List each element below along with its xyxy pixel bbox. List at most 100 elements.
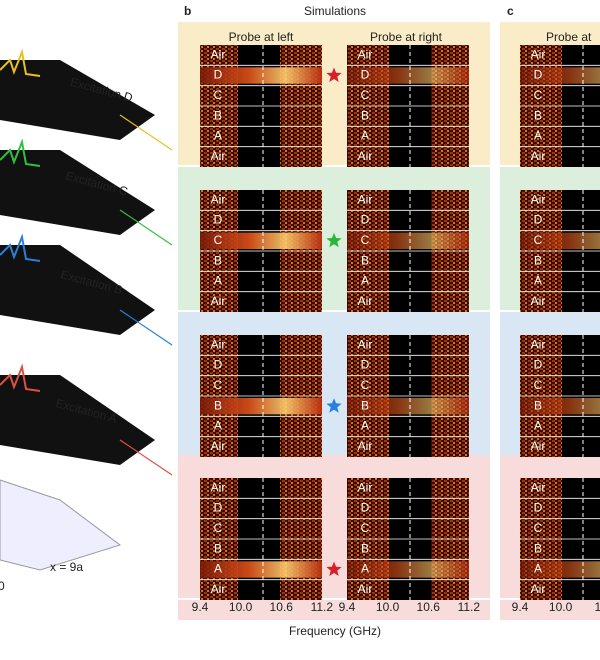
layer-name: B (214, 253, 222, 267)
layer-name: D (534, 358, 543, 372)
layer-name: A (534, 562, 542, 576)
layer-name: B (534, 541, 542, 555)
panel-label: c (507, 4, 514, 18)
layer-name: Air (211, 192, 226, 206)
axis-label: 0 (0, 579, 5, 593)
spectrum (0, 48, 41, 77)
panel-title: Simulations (304, 4, 366, 18)
layer-name: C (534, 521, 543, 535)
layer-name: D (361, 501, 370, 515)
layer-name: Air (358, 582, 373, 596)
star (326, 67, 342, 82)
excited-band (347, 398, 469, 415)
x-tick-label: 9.4 (512, 600, 529, 614)
row-bg-bottom (500, 600, 600, 620)
layer-name: A (534, 129, 542, 143)
layer-name: A (361, 562, 369, 576)
x-tick-label: 10.0 (229, 600, 253, 614)
x-tick-label: 9.4 (339, 600, 356, 614)
x-tick-label: 11.2 (311, 600, 334, 614)
x-tick-label: 10.0 (549, 600, 573, 614)
layer-name: C (214, 378, 223, 392)
layer-name: A (214, 419, 222, 433)
layer-name: A (214, 129, 222, 143)
layer-name: D (214, 213, 223, 227)
layer-name: Air (211, 582, 226, 596)
x-tick-label: 10.0 (376, 600, 400, 614)
excited-band (520, 398, 600, 415)
x-tick-label: 10.6 (417, 600, 441, 614)
layer-name: B (361, 541, 369, 555)
layer-name: Air (358, 337, 373, 351)
layer-name: A (534, 274, 542, 288)
star (326, 232, 342, 248)
layer-name: Air (211, 47, 226, 61)
layer-name: B (361, 108, 369, 122)
excited-band (200, 398, 322, 415)
layer-name: D (534, 213, 543, 227)
layer-name: C (214, 88, 223, 102)
layer-name: Air (211, 439, 226, 453)
layer-plane (0, 150, 155, 235)
layer-name: C (534, 378, 543, 392)
leader (119, 114, 173, 151)
layer-name: C (214, 521, 223, 535)
layer-name: A (361, 274, 369, 288)
star (326, 561, 342, 576)
excited-band (520, 561, 600, 578)
layer-name: A (534, 419, 542, 433)
layer-name: B (361, 253, 369, 267)
layer-name: B (214, 398, 222, 412)
layer-name: Air (531, 47, 546, 61)
excited-band (520, 232, 600, 249)
layer-name: Air (211, 480, 226, 494)
layer-plane (0, 375, 155, 465)
layer-name: A (214, 562, 222, 576)
layer-name: B (214, 541, 222, 555)
layer-name: Air (531, 294, 546, 308)
layer-name: B (534, 398, 542, 412)
layer-plane (0, 245, 155, 335)
leader (119, 309, 173, 346)
layer-name: A (361, 129, 369, 143)
layer-name: D (214, 358, 223, 372)
layer-name: D (214, 501, 223, 515)
layer-name: Air (531, 149, 546, 163)
axis-label: Frequency (GHz) (289, 624, 381, 638)
layer-name: C (361, 378, 370, 392)
row-bg-bottom (178, 600, 490, 620)
layer-name: Air (358, 294, 373, 308)
leader (119, 439, 173, 476)
layer-name: C (534, 88, 543, 102)
spectrum (0, 233, 41, 262)
column-header: Probe at (546, 30, 592, 44)
axis-label: x = 9a (50, 560, 83, 574)
lattice (0, 479, 122, 571)
spectrum (0, 138, 41, 167)
layer-name: Air (211, 294, 226, 308)
x-tick-label: 11.2 (458, 600, 481, 614)
layer-name: C (214, 233, 223, 247)
layer-name: Air (531, 439, 546, 453)
x-tick-label: 9.4 (192, 600, 209, 614)
layer-plane (0, 60, 155, 140)
layer-name: Air (531, 192, 546, 206)
layer-name: C (534, 233, 543, 247)
layer-name: Air (358, 480, 373, 494)
excited-band (200, 67, 322, 84)
layer-name: Air (358, 47, 373, 61)
layer-name: Air (211, 149, 226, 163)
layer-name: Air (358, 149, 373, 163)
excited-band (200, 232, 322, 249)
layer-name: D (361, 68, 370, 82)
excited-band (347, 67, 469, 84)
layer-name: D (361, 213, 370, 227)
layer-name: B (214, 108, 222, 122)
x-tick-label: 10 (595, 600, 600, 614)
layer-name: D (214, 68, 223, 82)
layer-name: Air (211, 337, 226, 351)
excited-band (520, 67, 600, 84)
star (326, 398, 342, 413)
layer-name: Air (531, 480, 546, 494)
